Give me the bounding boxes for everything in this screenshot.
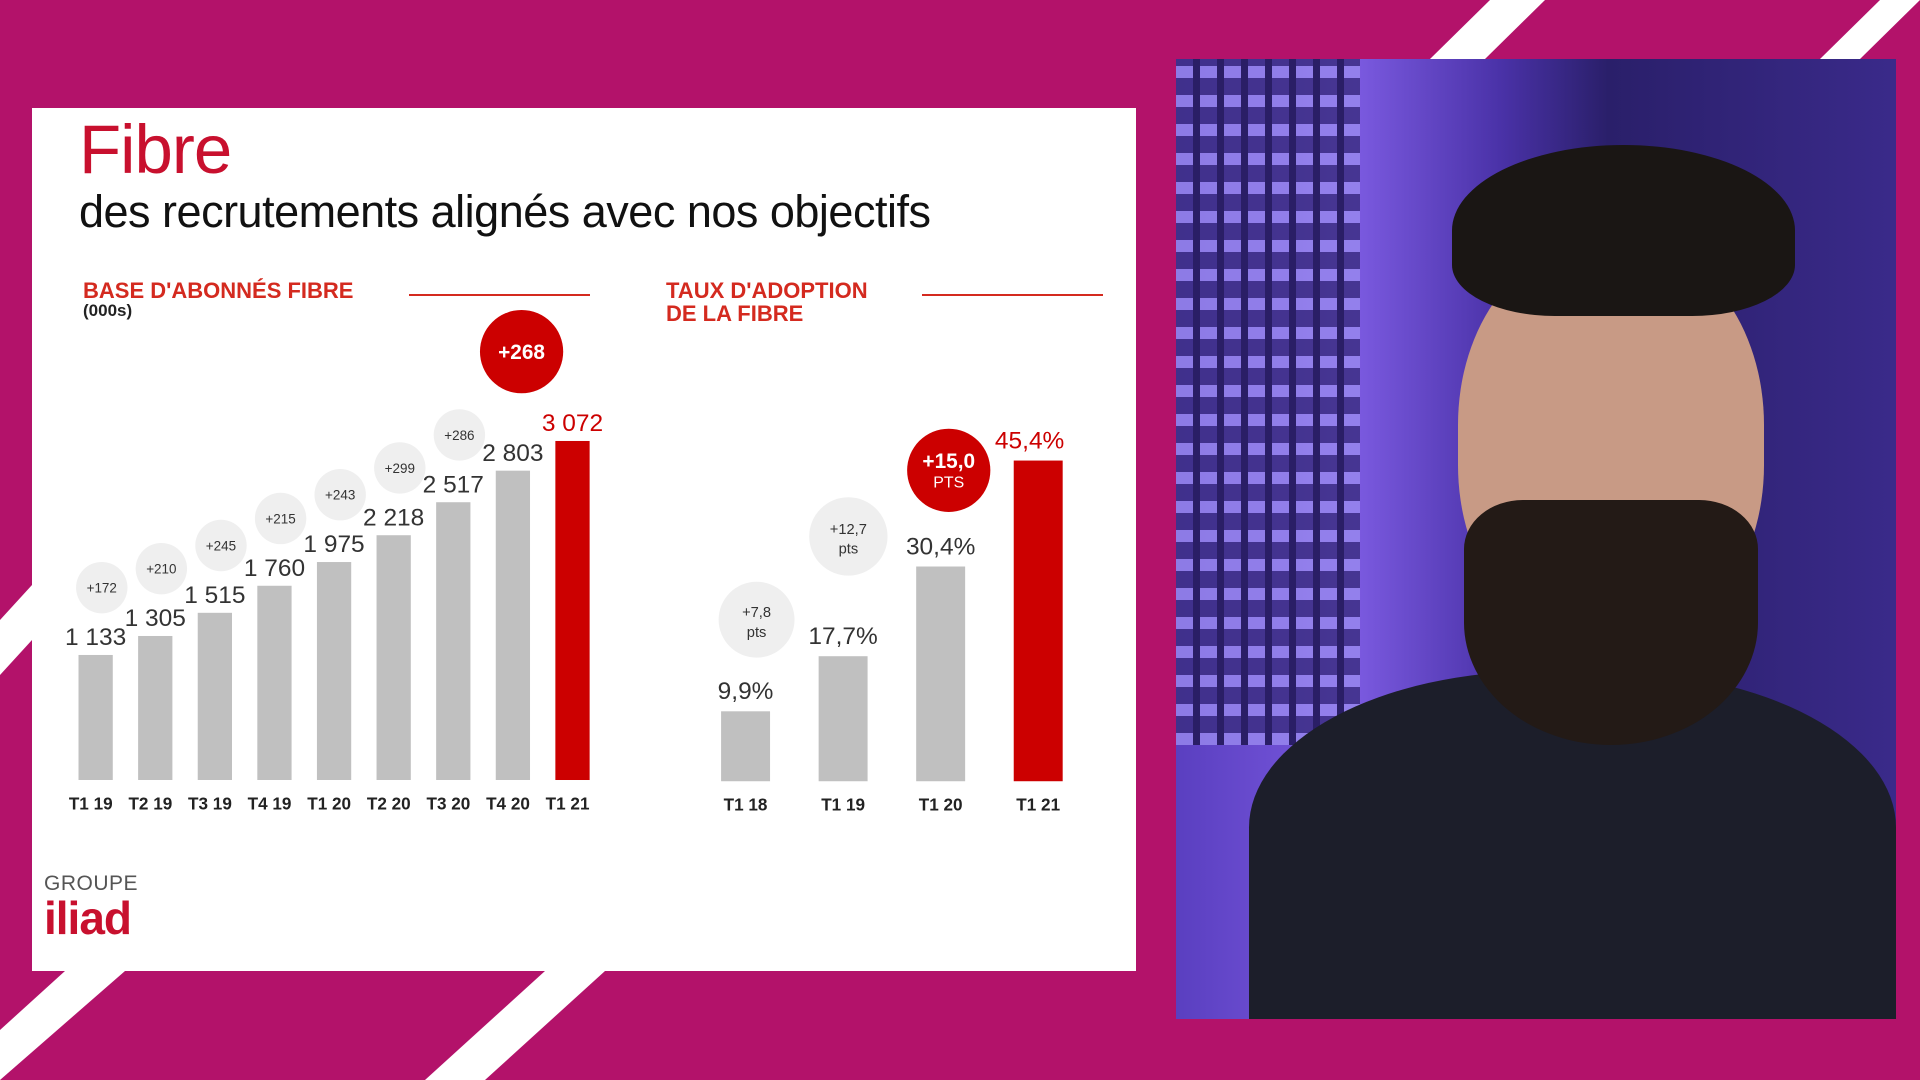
- value-label: 9,9%: [718, 678, 774, 705]
- category-label: T4 19: [248, 793, 292, 813]
- category-label: T1 19: [69, 793, 113, 813]
- increment-label: +15,0: [922, 450, 975, 473]
- bar: [138, 635, 173, 781]
- bar: [721, 711, 771, 782]
- category-label: T3 19: [188, 793, 232, 813]
- bar: [376, 535, 411, 781]
- increment-bubble: [314, 469, 366, 521]
- charts-svg: 1 133 T1 19 1 305 T2 19 1 515 T3 19 1 760 T4 19…: [65, 310, 1064, 815]
- chart2-title-line: TAUX D'ADOPTION: [666, 278, 868, 303]
- value-label: 2 517: [423, 471, 484, 498]
- decor-stripe: [425, 971, 605, 1080]
- increment-bubble: [718, 581, 795, 658]
- category-label: T1 20: [307, 793, 351, 813]
- increment-label: +215: [265, 511, 295, 526]
- logo-iliad: iliad: [44, 892, 132, 944]
- category-label: T2 19: [128, 793, 172, 813]
- bar: [555, 440, 590, 781]
- bar: [257, 585, 292, 781]
- bar: [316, 562, 352, 781]
- bar: [1013, 460, 1063, 782]
- presenter-hair: [1452, 145, 1795, 316]
- value-label: 1 515: [184, 582, 245, 609]
- category-label: T1 19: [821, 795, 865, 815]
- increment-label: +12,7: [830, 522, 867, 538]
- value-label: 1 975: [303, 531, 364, 558]
- increment-label: +299: [385, 461, 415, 476]
- category-label: T1 21: [546, 793, 590, 813]
- decor-stripe: [0, 585, 32, 675]
- value-label: 2 218: [363, 504, 424, 531]
- value-label: 45,4%: [995, 427, 1064, 454]
- chart2-title-line: DE LA FIBRE: [666, 301, 804, 326]
- divider: [922, 294, 1103, 296]
- bar: [197, 612, 232, 781]
- increment-label: +243: [325, 488, 355, 503]
- bar: [78, 654, 113, 781]
- bar: [495, 470, 531, 781]
- chart1-title: BASE D'ABONNÉS FIBRE: [83, 278, 354, 303]
- logo-groupe: GROUPE: [44, 872, 139, 895]
- category-label: T2 20: [367, 793, 411, 813]
- bar: [818, 656, 868, 782]
- decor-stripe: [1820, 0, 1920, 59]
- chart2-title: TAUX D'ADOPTION DE LA FIBRE: [666, 279, 868, 325]
- increment-bubble: [254, 492, 307, 545]
- value-label: 1 760: [244, 555, 305, 582]
- increment-bubble: [195, 519, 247, 572]
- increment-bubble: [433, 409, 486, 461]
- iliad-logo: GROUPE iliad: [44, 872, 139, 944]
- increment-bubble: [809, 497, 888, 576]
- presenter-beard: [1464, 500, 1758, 745]
- value-label: 1 305: [125, 605, 186, 632]
- increment-label: +210: [146, 562, 176, 577]
- increment-unit: pts: [839, 542, 859, 558]
- bar: [916, 566, 966, 782]
- slide-subtitle: des recrutements alignés avec nos object…: [79, 186, 931, 237]
- increment-label: +172: [87, 581, 117, 596]
- category-label: T1 21: [1016, 795, 1060, 815]
- increment-bubble: [76, 561, 128, 614]
- slide-panel: Fibre des recrutements alignés avec nos …: [32, 108, 1136, 971]
- category-label: T3 20: [426, 793, 470, 813]
- increment-bubble: [907, 428, 991, 512]
- value-label: 2 803: [482, 440, 543, 467]
- category-label: T1 18: [724, 795, 768, 815]
- decor-stripe: [0, 971, 125, 1080]
- building-windows: [1176, 59, 1360, 745]
- increment-label: +7,8: [742, 605, 771, 621]
- chart1-unit: (000s): [83, 301, 133, 320]
- slide-title: Fibre: [79, 111, 232, 188]
- increment-label: +245: [206, 538, 236, 553]
- value-label: 30,4%: [906, 533, 975, 560]
- increment-label: +286: [444, 428, 474, 443]
- divider: [409, 294, 590, 296]
- decor-stripe: [1430, 0, 1545, 59]
- increment-unit: pts: [747, 625, 767, 641]
- category-label: T4 20: [486, 793, 530, 813]
- bar: [436, 502, 471, 781]
- increment-bubble: [135, 542, 188, 595]
- increment-bubble: [479, 310, 564, 394]
- presenter-video: [1176, 59, 1896, 1019]
- value-label: 17,7%: [808, 623, 877, 650]
- value-label: 1 133: [65, 624, 126, 651]
- value-label: 3 072: [542, 410, 603, 437]
- increment-bubble: [374, 442, 426, 494]
- increment-label: +268: [498, 341, 545, 364]
- increment-unit: PTS: [933, 474, 964, 491]
- category-label: T1 20: [919, 795, 963, 815]
